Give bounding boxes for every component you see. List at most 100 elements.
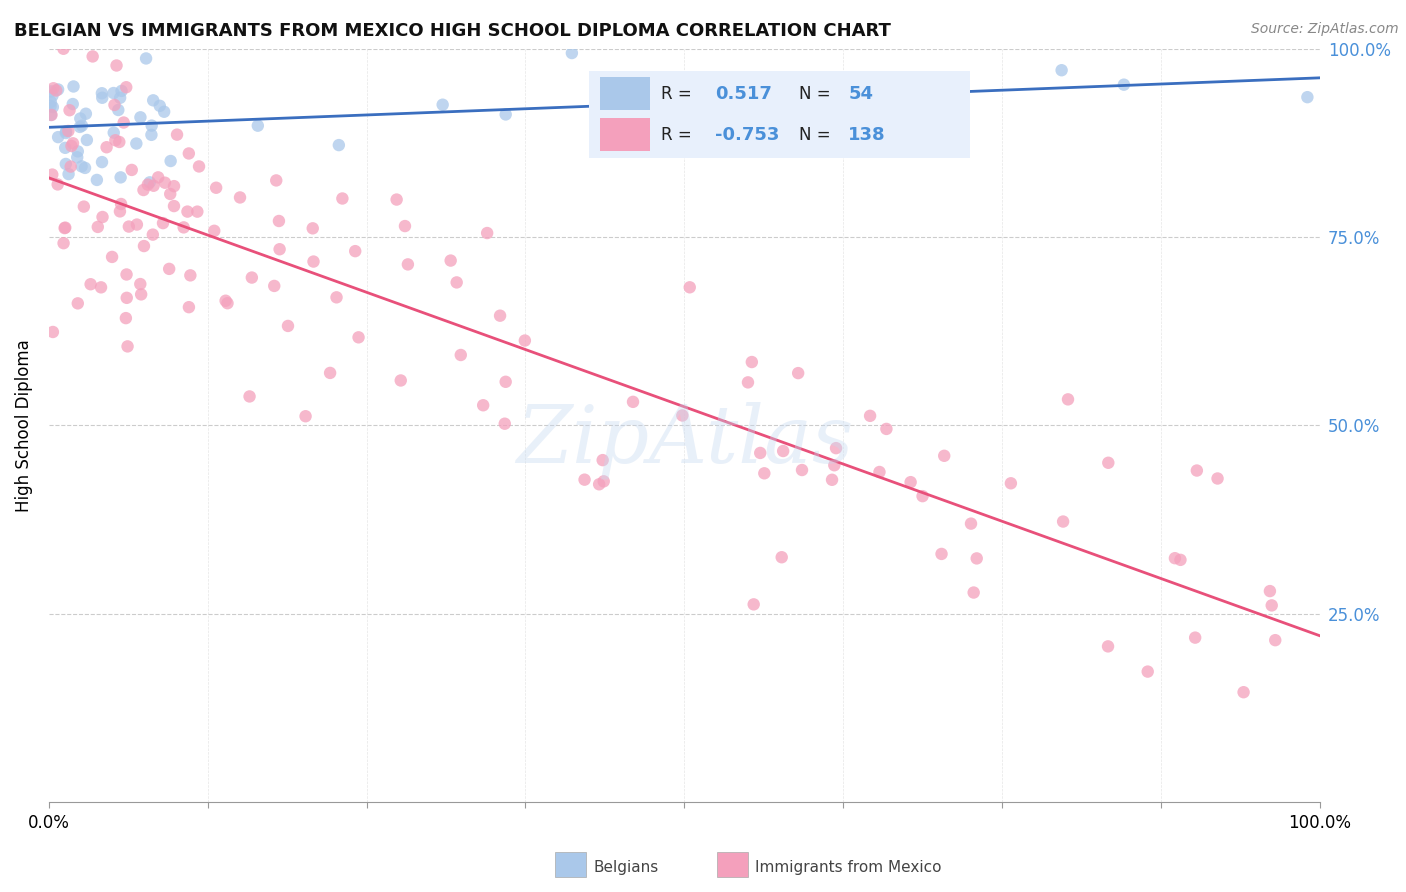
Point <box>301 221 323 235</box>
Point <box>202 224 225 238</box>
Point <box>1264 633 1286 648</box>
Point <box>325 290 347 304</box>
Point <box>188 160 211 174</box>
Point <box>176 204 198 219</box>
Point <box>1164 551 1187 566</box>
Point <box>45 83 67 97</box>
Point <box>121 163 143 178</box>
Point <box>754 467 776 481</box>
Point <box>135 52 157 66</box>
Point <box>86 173 108 187</box>
Point <box>1232 685 1254 699</box>
Point <box>263 279 285 293</box>
Point <box>108 204 131 219</box>
Point <box>139 175 162 189</box>
Point <box>737 376 759 390</box>
Point <box>440 253 463 268</box>
Point <box>79 277 101 292</box>
Point <box>52 42 75 56</box>
Point <box>592 475 614 489</box>
Point <box>1206 471 1229 485</box>
Point <box>59 160 82 174</box>
Point <box>152 216 174 230</box>
Point <box>55 126 77 140</box>
Point <box>112 115 135 129</box>
Text: Belgians: Belgians <box>593 860 658 874</box>
Point <box>163 199 186 213</box>
Point <box>1260 599 1282 613</box>
Point <box>872 95 894 109</box>
Point <box>103 86 125 100</box>
Point <box>39 95 62 109</box>
Point <box>772 444 794 458</box>
Point <box>39 108 62 122</box>
Point <box>494 417 516 431</box>
Point <box>136 178 159 192</box>
Point <box>229 190 252 204</box>
Point <box>450 348 472 362</box>
Point <box>39 99 62 113</box>
Text: BELGIAN VS IMMIGRANTS FROM MEXICO HIGH SCHOOL DIPLOMA CORRELATION CHART: BELGIAN VS IMMIGRANTS FROM MEXICO HIGH S… <box>14 22 891 40</box>
Point <box>166 128 188 142</box>
Point <box>179 268 201 283</box>
Text: Source: ZipAtlas.com: Source: ZipAtlas.com <box>1251 22 1399 37</box>
Point <box>787 366 810 380</box>
Point <box>1000 476 1022 491</box>
Point <box>115 80 138 95</box>
Point <box>574 473 596 487</box>
Point <box>217 296 239 310</box>
Point <box>1185 464 1208 478</box>
Point <box>205 180 228 194</box>
Point <box>823 458 845 473</box>
Point <box>159 154 181 169</box>
Point <box>66 150 89 164</box>
Point <box>101 250 124 264</box>
Point <box>1097 640 1119 654</box>
Point <box>39 84 62 98</box>
Point <box>125 136 148 151</box>
Point <box>1112 78 1135 92</box>
Text: ZipAtlas: ZipAtlas <box>516 401 853 479</box>
Point <box>963 585 986 599</box>
Point <box>91 91 114 105</box>
Point <box>58 103 80 118</box>
Point <box>240 270 263 285</box>
Point <box>869 465 891 479</box>
Point <box>66 296 89 310</box>
Point <box>269 242 291 256</box>
Point <box>934 449 956 463</box>
Point <box>110 84 132 98</box>
Point <box>125 218 148 232</box>
Point <box>90 87 112 101</box>
Point <box>70 159 93 173</box>
Point <box>129 111 152 125</box>
Point <box>875 422 897 436</box>
Point <box>157 261 180 276</box>
Point <box>489 309 512 323</box>
Point <box>238 389 260 403</box>
Point <box>561 45 583 60</box>
Point <box>679 280 702 294</box>
Point <box>69 120 91 134</box>
Point <box>142 178 165 193</box>
Point <box>859 409 882 423</box>
Point <box>592 453 614 467</box>
Point <box>446 276 468 290</box>
Point <box>1170 553 1192 567</box>
Point <box>58 167 80 181</box>
Point <box>115 291 138 305</box>
Point <box>495 375 517 389</box>
Point <box>159 186 181 201</box>
Point <box>1097 456 1119 470</box>
Point <box>267 214 290 228</box>
Point <box>960 516 983 531</box>
Point <box>432 97 454 112</box>
Point <box>277 318 299 333</box>
Point <box>344 244 367 259</box>
Point <box>82 49 104 63</box>
Point <box>60 139 83 153</box>
Point <box>163 179 186 194</box>
Point <box>42 100 65 114</box>
Point <box>495 107 517 121</box>
Point <box>115 268 138 282</box>
